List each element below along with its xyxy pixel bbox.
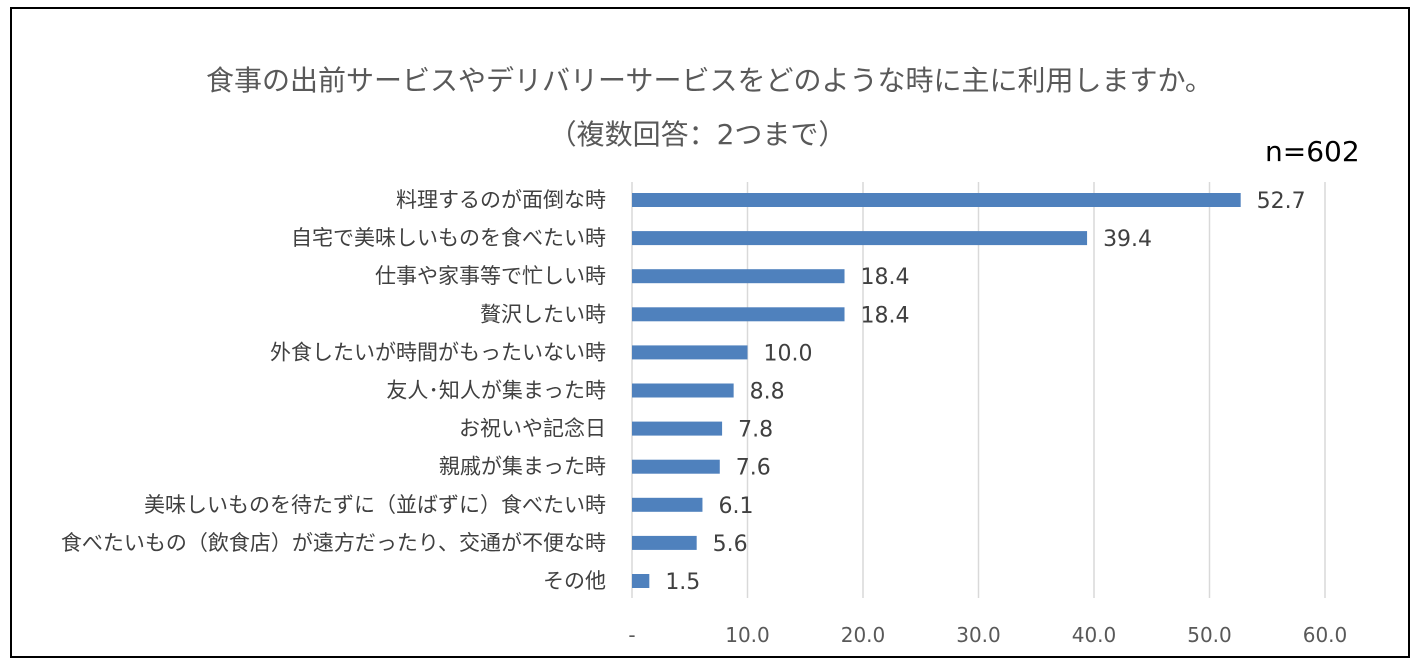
category-label: 贅沢したい時 (480, 302, 606, 326)
value-label: 5.6 (713, 532, 748, 557)
x-tick-label: 30.0 (956, 623, 1001, 647)
category-label: 食べたいもの（飲食店）が遠方だったり、交通が不便な時 (61, 531, 606, 555)
bar (632, 193, 1241, 207)
bar (632, 574, 650, 588)
value-label: 18.4 (861, 265, 910, 290)
x-tick-label: 50.0 (1187, 623, 1232, 647)
bar (632, 383, 734, 398)
bar (632, 535, 697, 550)
category-label: お祝いや記念日 (459, 417, 606, 441)
bar (632, 345, 748, 360)
category-labels: 料理するのが面倒な時自宅で美味しいものを食べたい時仕事や家事等で忙しい時贅沢した… (61, 188, 606, 593)
value-label: 10.0 (764, 341, 813, 366)
category-label: 外食したいが時間がもったいない時 (270, 340, 606, 364)
value-label: 1.5 (665, 570, 700, 595)
value-label: 7.8 (738, 418, 773, 443)
x-tick-label: 40.0 (1072, 623, 1117, 647)
chart-subtitle: （複数回答：2つまで） (548, 118, 847, 151)
value-labels: 52.7 39.4 18.4 18.4 10.0 8.8 7.8 7.6 6.1 5.6 1.5 (665, 189, 1305, 595)
category-label: 料理するのが面倒な時 (396, 188, 606, 212)
category-label: 友人･知人が集まった時 (386, 379, 606, 403)
category-label: 自宅で美味しいものを食べたい時 (291, 226, 606, 250)
chart-frame: 食事の出前サービスやデリバリーサービスをどのような時に主に利用しますか。 （複数… (10, 7, 1410, 658)
category-label: 仕事や家事等で忙しい時 (375, 264, 606, 288)
value-label: 39.4 (1103, 227, 1152, 252)
bar (632, 231, 1088, 246)
chart-title: 食事の出前サービスやデリバリーサービスをどのような時に主に利用しますか。 (206, 64, 1213, 97)
x-tick-label: 10.0 (725, 623, 770, 647)
value-label: 18.4 (861, 303, 910, 328)
sample-size-label: n=602 (1265, 135, 1360, 168)
bar (632, 307, 845, 322)
category-label: 親戚が集まった時 (439, 455, 606, 479)
bar (632, 459, 720, 474)
value-label: 7.6 (736, 456, 771, 481)
bars (632, 193, 1241, 588)
bar (632, 421, 723, 436)
bar (632, 497, 703, 512)
x-tick-label: 60.0 (1303, 623, 1348, 647)
x-axis-ticks: - 10.0 20.0 30.0 40.0 50.0 60.0 (628, 623, 1347, 647)
x-tick-label: - (628, 623, 635, 647)
category-label: 美味しいものを待たずに（並ばずに）食べたい時 (144, 493, 606, 517)
value-label: 52.7 (1257, 189, 1306, 214)
value-label: 8.8 (750, 380, 785, 405)
bar (632, 269, 845, 284)
category-label: その他 (543, 569, 606, 593)
x-tick-label: 20.0 (841, 623, 886, 647)
value-label: 6.1 (718, 494, 753, 519)
